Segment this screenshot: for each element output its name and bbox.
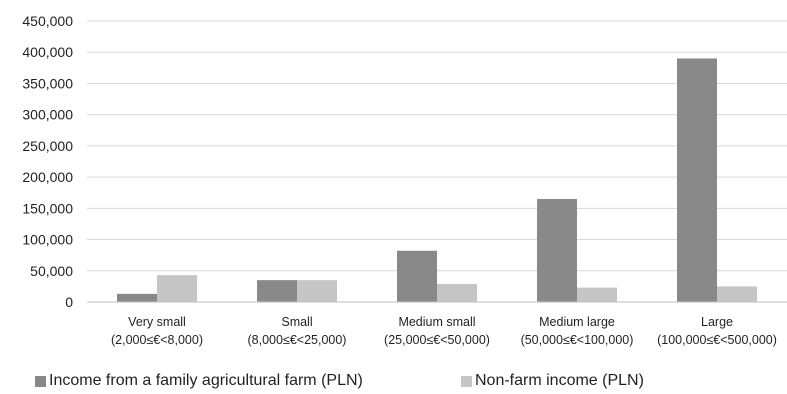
y-tick-label-7: 350,000 <box>22 75 73 91</box>
y-tick-label-4: 200,000 <box>22 169 73 185</box>
y-tick-label-8: 400,000 <box>22 44 73 60</box>
y-tick-label-5: 250,000 <box>22 138 73 154</box>
category-label-4: Large <box>701 315 733 329</box>
bar-series0-cat2 <box>397 250 437 302</box>
bar-chart: 0 50,000 100,000 150,000 200,000 250,000 300,0… <box>22 13 787 347</box>
category-label-2: Medium small <box>398 315 475 329</box>
legend-item-non-farm-income: Non-farm income (PLN) <box>461 372 644 390</box>
y-tick-label-3: 150,000 <box>22 200 73 216</box>
bar-series0-cat0 <box>117 293 157 302</box>
category-label-1: Small <box>281 315 312 329</box>
bar-series0-cat1 <box>257 280 297 302</box>
bar-series0-cat3 <box>537 198 577 302</box>
bar-series1-cat4 <box>717 286 757 302</box>
legend-label-farm-income: Income from a family agricultural farm (… <box>49 372 363 389</box>
bar-group-1 <box>257 280 337 302</box>
category-label-0: Very small <box>128 315 186 329</box>
bar-series1-cat3 <box>577 287 617 302</box>
bar-series1-cat1 <box>297 280 337 302</box>
bar-series1-cat2 <box>437 283 477 302</box>
x-axis-category-labels: Very small (2,000≤€<8,000) Small (8,000≤€<2… <box>111 315 777 347</box>
y-tick-label-9: 450,000 <box>22 13 73 29</box>
y-tick-label-0: 0 <box>65 294 73 310</box>
y-axis-tick-labels: 0 50,000 100,000 150,000 200,000 250,000 300,0… <box>22 13 73 310</box>
category-range-label-2: (25,000≤€<50,000) <box>384 333 490 347</box>
bar-series0-cat4 <box>677 58 717 302</box>
bar-group-2 <box>397 250 477 302</box>
y-tick-label-6: 300,000 <box>22 107 73 123</box>
category-label-3: Medium large <box>539 315 615 329</box>
y-tick-label-1: 50,000 <box>30 263 73 279</box>
category-range-label-1: (8,000≤€<25,000) <box>248 333 347 347</box>
gridlines <box>87 20 787 272</box>
y-tick-label-2: 100,000 <box>22 232 73 248</box>
bar-group-4 <box>677 58 757 302</box>
bar-group-3 <box>537 198 617 302</box>
bar-groups <box>117 58 757 302</box>
bar-series1-cat0 <box>157 275 197 302</box>
legend-swatch-non-farm-income <box>461 375 472 387</box>
bar-group-0 <box>117 275 197 302</box>
category-range-label-3: (50,000≤€<100,000) <box>521 333 634 347</box>
legend-label-non-farm-income: Non-farm income (PLN) <box>475 372 644 389</box>
category-range-label-4: (100,000≤€<500,000) <box>657 333 777 347</box>
category-range-label-0: (2,000≤€<8,000) <box>111 333 203 347</box>
legend-item-farm-income: Income from a family agricultural farm (… <box>35 372 363 390</box>
legend-swatch-farm-income <box>35 375 46 387</box>
legend: Income from a family agricultural farm (… <box>0 372 787 394</box>
